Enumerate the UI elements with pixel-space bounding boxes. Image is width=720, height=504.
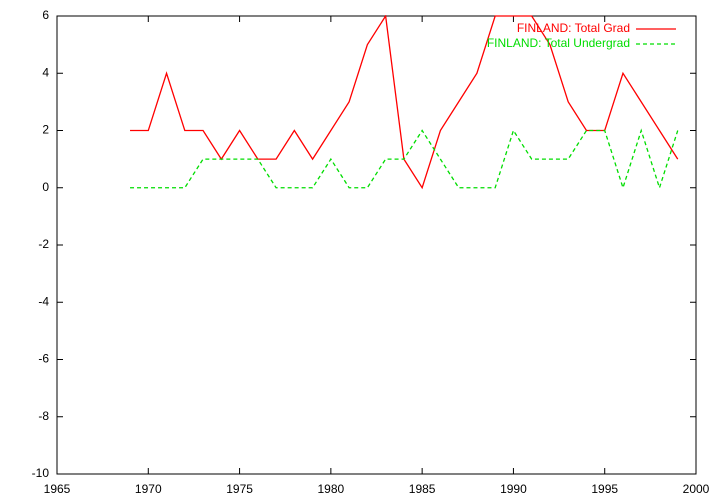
x-tick-label: 1990 [500, 482, 527, 496]
x-tick-label: 1985 [409, 482, 436, 496]
x-tick-label: 1980 [318, 482, 345, 496]
y-tick-label: 0 [42, 180, 49, 194]
legend-label: FINLAND: Total Undergrad [487, 36, 630, 50]
y-tick-label: 2 [42, 123, 49, 137]
legend-label: FINLAND: Total Grad [517, 21, 630, 35]
x-tick-label: 1995 [591, 482, 618, 496]
y-tick-label: -4 [38, 294, 49, 308]
x-tick-label: 1975 [226, 482, 253, 496]
y-tick-label: 4 [42, 65, 49, 79]
y-tick-label: -6 [38, 352, 49, 366]
y-tick-label: -8 [38, 409, 49, 423]
y-tick-label: -2 [38, 237, 49, 251]
x-tick-label: 1965 [44, 482, 71, 496]
x-tick-label: 1970 [135, 482, 162, 496]
plot-frame [56, 15, 697, 475]
x-tick-label: 2000 [683, 482, 710, 496]
series-line [130, 128, 679, 190]
y-tick-label: 6 [42, 8, 49, 22]
y-tick-label: -10 [32, 466, 50, 480]
